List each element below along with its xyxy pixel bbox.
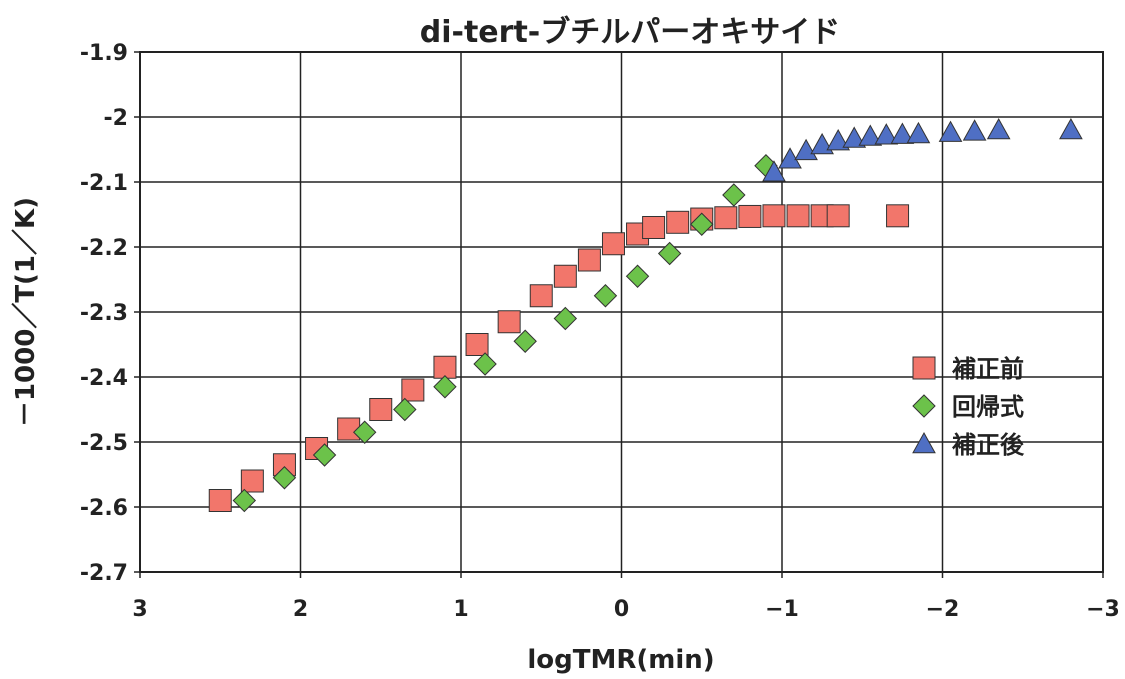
triangle-point xyxy=(986,117,1011,140)
diamond-point xyxy=(272,466,297,490)
y-tick-label: -2 xyxy=(104,106,128,131)
diamond-point xyxy=(625,264,650,288)
square-point xyxy=(529,284,553,308)
legend-marker-triangle xyxy=(912,431,936,454)
triangle-point xyxy=(826,129,851,151)
triangle-point xyxy=(794,138,818,161)
diamond-point xyxy=(657,241,682,266)
x-tick-label: −1 xyxy=(765,597,799,622)
triangle-point xyxy=(1059,117,1083,140)
y-axis-label: －1000／T(1／K) xyxy=(11,197,41,427)
square-point xyxy=(497,310,521,334)
y-tick-label: -2.1 xyxy=(80,171,128,196)
series-diamond xyxy=(232,154,778,513)
y-axis-ticks: -1.9 -2 -2.1 -2.2 -2.3 -2.4 -2.5 -2.6 -2.7 xyxy=(80,41,140,586)
square-point xyxy=(786,204,810,228)
triangle-point xyxy=(938,120,963,142)
triangle-point xyxy=(890,122,915,144)
data-marks xyxy=(208,117,1083,513)
diamond-point xyxy=(513,329,537,353)
x-axis-ticks: 3 2 1 0 −1 −2 −3 xyxy=(132,572,1120,622)
legend-label: 補正前 xyxy=(951,355,1024,383)
y-tick-label: -2.3 xyxy=(80,301,128,326)
diamond-point xyxy=(393,397,417,422)
diamond-point xyxy=(312,443,337,467)
y-tick-label: -2.2 xyxy=(80,236,128,261)
x-tick-label: −3 xyxy=(1086,597,1120,622)
diamond-point xyxy=(593,284,618,308)
square-point xyxy=(738,204,762,228)
triangle-point xyxy=(874,123,899,145)
grid-lines xyxy=(140,52,1103,572)
square-point xyxy=(433,355,457,379)
square-point xyxy=(465,333,489,356)
square-point xyxy=(553,264,577,288)
x-tick-label: 0 xyxy=(614,597,629,622)
legend-label: 補正後 xyxy=(951,431,1025,459)
series-triangle xyxy=(762,117,1083,182)
triangle-point xyxy=(842,126,867,148)
square-point xyxy=(401,378,425,402)
square-point xyxy=(601,232,625,256)
square-point xyxy=(762,204,786,228)
x-tick-label: −2 xyxy=(926,597,960,622)
diamond-point xyxy=(690,212,714,236)
square-point xyxy=(642,216,666,239)
square-point xyxy=(369,398,393,421)
square-point xyxy=(666,210,690,234)
legend-marker-diamond xyxy=(912,394,936,418)
x-tick-label: 2 xyxy=(293,597,308,622)
diamond-point xyxy=(352,420,377,444)
legend-label: 回帰式 xyxy=(952,393,1024,421)
square-point xyxy=(714,206,738,230)
square-point xyxy=(826,204,850,228)
diamond-point xyxy=(232,488,257,513)
chart-title: di-tert-ブチルパーオキサイド xyxy=(420,15,840,50)
y-tick-label: -2.5 xyxy=(80,431,128,456)
square-point xyxy=(577,248,601,272)
diamond-point xyxy=(722,183,746,207)
diamond-point xyxy=(473,352,497,376)
square-point xyxy=(886,204,910,228)
y-tick-label: -2.7 xyxy=(80,561,128,586)
x-axis-label: logTMR(min) xyxy=(527,645,714,675)
x-tick-label: 3 xyxy=(132,597,147,622)
x-tick-label: 1 xyxy=(453,597,468,622)
triangle-point xyxy=(762,160,786,182)
diamond-point xyxy=(433,375,457,399)
y-tick-label: -2.4 xyxy=(80,366,128,391)
square-point xyxy=(240,469,264,493)
diamond-point xyxy=(553,306,578,331)
square-point xyxy=(208,489,232,512)
triangle-point xyxy=(858,124,883,146)
legend-marker-square xyxy=(912,356,936,380)
triangle-point xyxy=(962,119,987,141)
triangle-point xyxy=(906,121,931,144)
y-tick-label: -1.9 xyxy=(80,41,128,66)
y-tick-label: -2.6 xyxy=(80,496,128,521)
